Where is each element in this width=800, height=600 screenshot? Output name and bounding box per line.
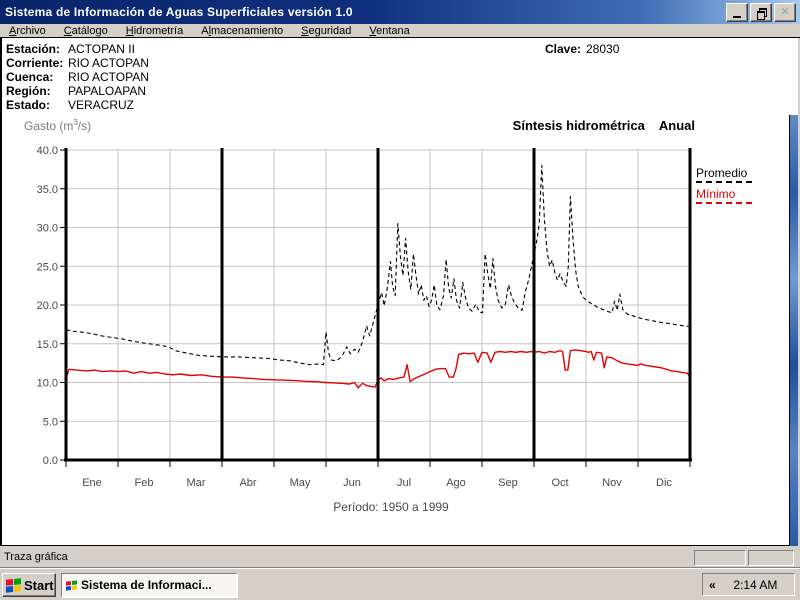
y-axis-title-post: /s) bbox=[77, 119, 92, 133]
start-button[interactable]: Start bbox=[2, 573, 56, 597]
period-label: Período: 1950 a 1999 bbox=[333, 500, 449, 514]
y-axis-title-sup: 3 bbox=[73, 118, 78, 127]
menu-bar: Archivo Catálogo Hidrometría Almacenamiento… bbox=[0, 24, 800, 38]
desktop-edge bbox=[789, 115, 798, 546]
status-bar: Traza gráfica bbox=[0, 547, 800, 568]
taskbar-clock[interactable]: 2:14 AM bbox=[733, 577, 778, 592]
content-area bbox=[0, 38, 798, 546]
restore-button[interactable] bbox=[750, 3, 772, 22]
minimize-button[interactable] bbox=[726, 3, 748, 22]
task-label: Sistema de Informaci... bbox=[81, 578, 212, 592]
system-tray: « 2:14 AM bbox=[702, 573, 795, 596]
menu-item-almacenamiento[interactable]: Almacenamiento bbox=[201, 24, 284, 37]
legend-entry-mínimo: Mínimo bbox=[696, 187, 752, 204]
taskbar: Start Sistema de Informaci... « 2:14 AM bbox=[0, 568, 800, 600]
taskbar-task-button[interactable]: Sistema de Informaci... bbox=[61, 573, 237, 597]
menu-item-hidrometría[interactable]: Hidrometría bbox=[125, 24, 184, 37]
chart-title: Síntesis hidrométrica Anual bbox=[400, 118, 695, 133]
status-panel-1 bbox=[694, 550, 746, 566]
station-key: Clave: 28030 bbox=[545, 42, 619, 56]
station-key-label: Clave: bbox=[545, 42, 582, 56]
restore-icon bbox=[756, 8, 767, 20]
window-frame-edge bbox=[798, 115, 800, 546]
station-field: Cuenca: RIO ACTOPAN bbox=[6, 70, 149, 84]
status-text: Traza gráfica bbox=[4, 551, 68, 563]
menu-item-catálogo[interactable]: Catálogo bbox=[63, 24, 108, 37]
chart-title-main: Síntesis hidrométrica bbox=[512, 118, 645, 133]
status-panel-2 bbox=[748, 550, 794, 566]
station-field: Región: PAPALOAPAN bbox=[6, 84, 147, 98]
menu-item-seguridad[interactable]: Seguridad bbox=[301, 24, 352, 37]
y-axis-title: Gasto (m3/s) bbox=[24, 118, 91, 133]
station-key-value: 28030 bbox=[586, 42, 620, 56]
station-field: Corriente: RIO ACTOPAN bbox=[6, 56, 149, 70]
window-controls: ✕ bbox=[726, 3, 796, 22]
window-title: Sistema de Información de Aguas Superfic… bbox=[5, 5, 353, 19]
menu-item-archivo[interactable]: Archivo bbox=[9, 24, 46, 37]
chart-title-sub: Anual bbox=[658, 118, 695, 133]
close-button: ✕ bbox=[774, 3, 796, 22]
chart-legend: Promedio Mínimo bbox=[696, 166, 752, 208]
start-label: Start bbox=[24, 577, 54, 593]
app-icon bbox=[66, 579, 77, 591]
close-icon: ✕ bbox=[780, 6, 790, 18]
legend-entry-promedio: Promedio bbox=[696, 166, 752, 183]
title-bar: Sistema de Información de Aguas Superfic… bbox=[0, 0, 800, 24]
windows-logo-icon bbox=[6, 577, 21, 593]
station-field: Estado: VERACRUZ bbox=[6, 98, 135, 112]
station-field: Estación: ACTOPAN II bbox=[6, 42, 135, 56]
menu-item-ventana[interactable]: Ventana bbox=[369, 24, 410, 37]
tray-collapse-button[interactable]: « bbox=[709, 577, 716, 592]
station-info: Estación: ACTOPAN II Corriente: RIO ACTOPAN… bbox=[6, 42, 149, 112]
minimize-icon bbox=[733, 15, 741, 18]
y-axis-title-pre: Gasto (m bbox=[24, 119, 74, 133]
